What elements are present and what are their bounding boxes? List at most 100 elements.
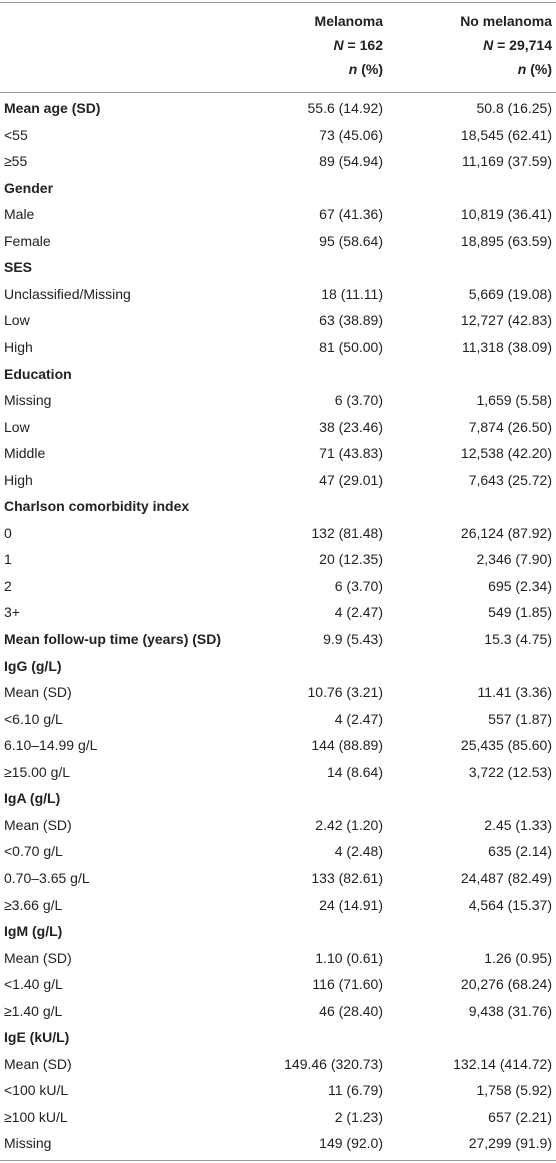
cell: 24,487 (82.49) bbox=[460, 869, 552, 886]
column-header: Melanoma bbox=[314, 13, 383, 29]
cell: 12,727 (42.83) bbox=[460, 312, 552, 329]
row-label: High bbox=[4, 471, 33, 488]
row-label: Middle bbox=[4, 445, 46, 462]
cell: 11,169 (37.59) bbox=[461, 153, 552, 170]
column-header: N = 29,714 bbox=[483, 37, 552, 53]
row-label: Missing bbox=[4, 1135, 52, 1152]
cell: 50.8 (16.25) bbox=[476, 100, 553, 116]
cell: 15.3 (4.75) bbox=[484, 631, 552, 647]
cell: 3,722 (12.53) bbox=[468, 763, 552, 780]
column-header: n (%) bbox=[348, 61, 383, 77]
cell: 11,318 (38.09) bbox=[461, 338, 552, 355]
row-label: IgM (g/L) bbox=[4, 923, 63, 940]
cell: 6 (3.70) bbox=[334, 577, 383, 594]
cell: 26,124 (87.92) bbox=[460, 524, 552, 541]
cell: 89 (54.94) bbox=[319, 153, 383, 170]
row-label: Education bbox=[4, 365, 72, 382]
cell: 5,669 (19.08) bbox=[468, 285, 552, 302]
cell: 10,819 (36.41) bbox=[460, 206, 552, 223]
row-label: Gender bbox=[4, 179, 54, 196]
column-header: N = 162 bbox=[333, 37, 383, 53]
cell: 116 (71.60) bbox=[312, 976, 383, 993]
row-label: <6.10 g/L bbox=[4, 710, 63, 727]
cell: 63 (38.89) bbox=[319, 312, 383, 329]
cell: 27,299 (91.9) bbox=[468, 1135, 552, 1152]
cell: 132.14 (414.72) bbox=[453, 1055, 552, 1072]
cell: 132 (81.48) bbox=[311, 524, 383, 541]
row-label: Male bbox=[4, 206, 35, 223]
row-label: Low bbox=[4, 312, 30, 329]
row-label: Mean age (SD) bbox=[4, 100, 101, 116]
cell: 4,564 (15.37) bbox=[468, 896, 552, 913]
column-header: n (%) bbox=[517, 61, 552, 77]
cell: 1.10 (0.61) bbox=[315, 949, 383, 966]
cell: 9,438 (31.76) bbox=[468, 1002, 552, 1019]
cell: 144 (88.89) bbox=[311, 737, 383, 754]
header-rule bbox=[0, 92, 556, 93]
cell: 47 (29.01) bbox=[319, 471, 383, 488]
cell: 7,643 (25.72) bbox=[468, 471, 552, 488]
row-label: 2 bbox=[4, 577, 12, 594]
cell: 695 (2.34) bbox=[488, 577, 552, 594]
row-label: Unclassified/Missing bbox=[4, 285, 131, 302]
row-label: IgE (kU/L) bbox=[4, 1029, 70, 1046]
row-label: High bbox=[4, 338, 33, 355]
cell: 4 (2.47) bbox=[334, 710, 383, 727]
row-label: SES bbox=[4, 259, 33, 276]
cell: 149 (92.0) bbox=[319, 1135, 383, 1152]
row-label: <100 kU/L bbox=[4, 1082, 69, 1099]
cell: 25,435 (85.60) bbox=[460, 737, 552, 754]
row-label: 0.70–3.65 g/L bbox=[4, 869, 90, 886]
cell: 657 (2.21) bbox=[488, 1108, 552, 1125]
cell: 10.76 (3.21) bbox=[307, 684, 384, 701]
cell: 67 (41.36) bbox=[319, 206, 383, 223]
row-label: Missing bbox=[4, 392, 52, 409]
cell: 95 (58.64) bbox=[319, 232, 383, 249]
cell: 1.26 (0.95) bbox=[484, 949, 552, 966]
row-label: <0.70 g/L bbox=[4, 843, 63, 860]
row-label: Mean (SD) bbox=[4, 816, 72, 833]
row-label: ≥100 kU/L bbox=[4, 1108, 68, 1125]
row-label: ≥1.40 g/L bbox=[4, 1002, 63, 1019]
cell: 12,538 (42.20) bbox=[460, 445, 552, 462]
column-header: No melanoma bbox=[460, 13, 552, 29]
row-label: 1 bbox=[4, 551, 12, 568]
cell: 1,758 (5.92) bbox=[476, 1082, 553, 1099]
cell: 9.9 (5.43) bbox=[323, 631, 383, 647]
cell: 71 (43.83) bbox=[319, 445, 383, 462]
row-label: Mean (SD) bbox=[4, 684, 72, 701]
cell: 133 (82.61) bbox=[311, 869, 383, 886]
cell: 2.42 (1.20) bbox=[315, 816, 383, 833]
cell: 635 (2.14) bbox=[488, 843, 552, 860]
row-label: ≥15.00 g/L bbox=[4, 763, 71, 780]
row-label: 0 bbox=[4, 524, 12, 541]
row-label: Female bbox=[4, 232, 51, 249]
top-rule bbox=[0, 2, 556, 3]
cell: 38 (23.46) bbox=[319, 418, 383, 435]
row-label: <1.40 g/L bbox=[4, 976, 63, 993]
cell: 2,346 (7.90) bbox=[476, 551, 553, 568]
row-label: Charlson comorbidity index bbox=[4, 498, 190, 515]
cell: 11 (6.79) bbox=[328, 1082, 383, 1099]
cell: 73 (45.06) bbox=[319, 126, 383, 143]
cell: 18,545 (62.41) bbox=[460, 126, 552, 143]
cell: 6 (3.70) bbox=[334, 392, 383, 409]
cell: 549 (1.85) bbox=[488, 604, 552, 621]
cell: 1,659 (5.58) bbox=[476, 392, 553, 409]
cell: 18 (11.11) bbox=[321, 285, 383, 302]
row-label: <55 bbox=[4, 126, 28, 143]
cell: 14 (8.64) bbox=[326, 763, 383, 780]
row-label: IgG (g/L) bbox=[4, 657, 62, 674]
cell: 2 (1.23) bbox=[334, 1108, 383, 1125]
cell: 18,895 (63.59) bbox=[460, 232, 552, 249]
cell: 4 (2.47) bbox=[334, 604, 383, 621]
row-label: IgA (g/L) bbox=[4, 790, 61, 807]
cell: 20,276 (68.24) bbox=[460, 976, 552, 993]
cell: 11.41 (3.36) bbox=[477, 684, 552, 701]
cell: 149.46 (320.73) bbox=[284, 1055, 383, 1072]
row-label: Mean (SD) bbox=[4, 949, 72, 966]
row-label: Mean follow-up time (years) (SD) bbox=[4, 631, 222, 647]
row-label: ≥3.66 g/L bbox=[4, 896, 63, 913]
cell: 24 (14.91) bbox=[319, 896, 383, 913]
